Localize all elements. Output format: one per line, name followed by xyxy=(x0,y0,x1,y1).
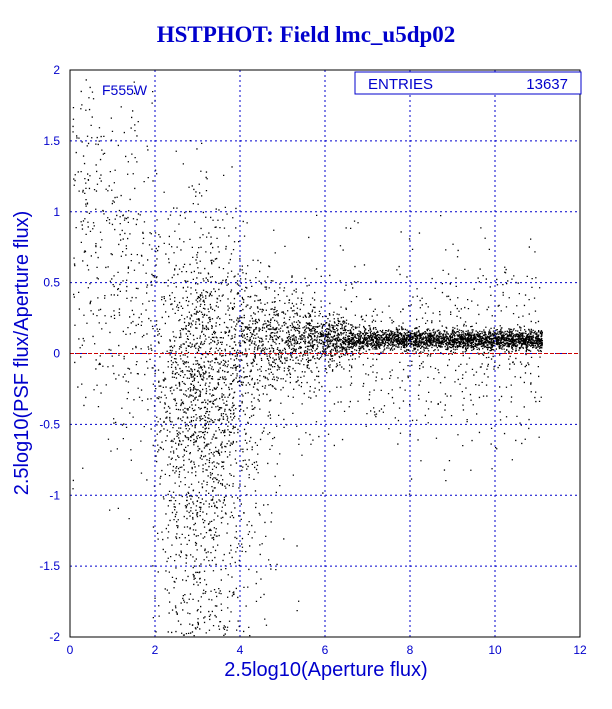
x-tick-label: 12 xyxy=(573,643,587,657)
x-tick-label: 8 xyxy=(407,643,414,657)
x-tick-label: 6 xyxy=(322,643,329,657)
x-axis-title: 2.5log10(Aperture flux) xyxy=(224,659,427,681)
x-tick-label: 4 xyxy=(237,643,244,657)
tick-labels: 0 2 4 6 8 10 12 2 1.5 1 0.5 0 -0.5 -1 -1.5 -2 xyxy=(39,63,587,657)
y-tick-label: 2 xyxy=(53,63,60,77)
scatter-points xyxy=(72,79,544,637)
x-tick-label: 2 xyxy=(152,643,159,657)
y-tick-label: -2 xyxy=(49,630,60,644)
plot-frame xyxy=(69,69,581,638)
x-tick-label: 10 xyxy=(488,643,502,657)
chart-title: HSTPHOT: Field lmc_u5dp02 xyxy=(156,22,456,47)
x-tick-label: 0 xyxy=(67,643,74,657)
y-axis-title: 2.5log10(PSF flux/Aperture flux) xyxy=(11,211,33,496)
stats-box xyxy=(354,71,582,95)
y-tick-label: -0.5 xyxy=(39,417,60,431)
y-tick-label: 0.5 xyxy=(43,276,60,290)
y-tick-label: 0 xyxy=(53,347,60,361)
y-tick-label: -1 xyxy=(49,488,60,502)
points-layer xyxy=(72,79,544,637)
stats-label: ENTRIES xyxy=(368,76,433,93)
y-tick-label: -1.5 xyxy=(39,559,60,573)
y-tick-label: 1 xyxy=(53,205,60,219)
filter-label: F555W xyxy=(102,82,148,98)
y-tick-label: 1.5 xyxy=(43,134,60,148)
stats-value: 13637 xyxy=(526,76,568,93)
